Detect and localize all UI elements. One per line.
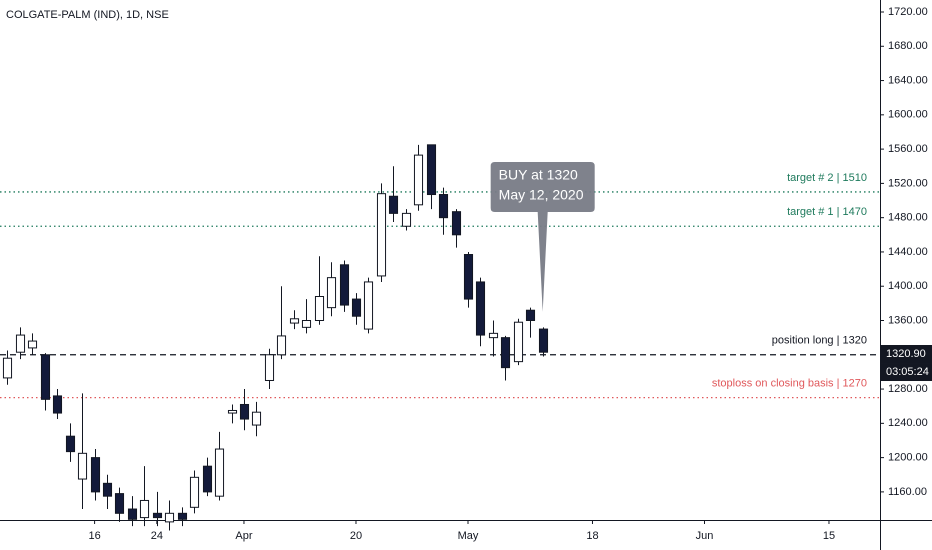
candle-body: [538, 328, 549, 353]
candle-body: [65, 435, 76, 453]
countdown-box: [881, 363, 932, 382]
candle-body: [239, 403, 250, 420]
chart-title: COLGATE-PALM (IND), 1D, NSE: [6, 9, 169, 21]
y-tick-label: 1400.00: [888, 280, 928, 292]
candle-body: [15, 334, 26, 353]
candle-body: [152, 512, 163, 519]
candle-body: [52, 395, 63, 414]
candle-body: [77, 452, 88, 480]
candle-body: [339, 264, 350, 306]
candle-body: [388, 195, 399, 214]
countdown-label: 03:05:24: [886, 366, 929, 378]
candle-body: [451, 211, 462, 236]
candle-body: [40, 354, 51, 400]
y-tick-label: 1240.00: [888, 417, 928, 429]
candle-body: [177, 512, 188, 520]
candle-body: [513, 321, 524, 363]
y-tick-label: 1680.00: [888, 40, 928, 52]
candle-body: [139, 499, 150, 519]
candle-body: [251, 411, 262, 426]
candle-body: [276, 335, 287, 356]
candle-body: [401, 212, 412, 227]
candle-body: [114, 493, 125, 514]
y-tick-label: 1440.00: [888, 246, 928, 258]
last-price-box: [881, 345, 932, 364]
candle-body: [2, 357, 13, 379]
candle-body: [264, 354, 275, 381]
annotation-text: May 12, 2020: [499, 187, 584, 203]
candle-body: [90, 457, 101, 493]
candle-body: [525, 309, 536, 322]
y-tick-label: 1640.00: [888, 74, 928, 86]
candle-body: [202, 465, 213, 493]
candle-body: [351, 298, 362, 317]
y-tick-label: 1720.00: [888, 6, 928, 18]
y-tick-label: 1520.00: [888, 177, 928, 189]
y-tick-label: 1560.00: [888, 143, 928, 155]
level-label: target # 1 | 1470: [787, 206, 867, 218]
candle-body: [27, 340, 38, 349]
annotation-text: BUY at 1320: [499, 167, 578, 183]
candle-body: [214, 448, 225, 497]
x-tick-label: May: [458, 530, 479, 542]
level-label: stoploss on closing basis | 1270: [712, 378, 867, 390]
level-label: position long | 1320: [772, 335, 867, 347]
candle-body: [301, 320, 312, 328]
candle-body: [102, 482, 113, 497]
candle-body: [413, 154, 424, 206]
candle-body: [227, 409, 238, 414]
candle-body: [488, 332, 499, 339]
x-tick-label: 18: [586, 530, 598, 542]
y-tick-label: 1280.00: [888, 383, 928, 395]
last-price-label: 1320.90: [886, 348, 926, 360]
candle-body: [127, 508, 138, 520]
x-tick-label: 16: [88, 530, 100, 542]
x-tick-label: 15: [823, 530, 835, 542]
level-label: target # 2 | 1510: [787, 172, 867, 184]
annotation-bubble: [490, 162, 595, 312]
candle-body: [500, 337, 511, 369]
candle-body: [475, 281, 486, 336]
candle-body: [376, 193, 387, 277]
y-tick-label: 1200.00: [888, 452, 928, 464]
candle-body: [314, 296, 325, 322]
x-tick-label: Apr: [235, 530, 252, 542]
candle-body: [289, 318, 300, 324]
x-tick-label: 20: [350, 530, 362, 542]
y-tick-label: 1160.00: [888, 486, 927, 498]
y-tick-label: 1360.00: [888, 314, 928, 326]
candle-body: [326, 277, 337, 309]
candle-body: [463, 254, 474, 300]
y-tick-label: 1480.00: [888, 212, 928, 224]
candle-body: [426, 144, 437, 196]
candle-body: [189, 476, 200, 508]
x-tick-label: 24: [151, 530, 163, 542]
x-tick-label: Jun: [696, 530, 714, 542]
candle-body: [164, 512, 175, 523]
candle-body: [363, 281, 374, 330]
y-tick-label: 1600.00: [888, 109, 928, 121]
candle-body: [438, 194, 449, 219]
